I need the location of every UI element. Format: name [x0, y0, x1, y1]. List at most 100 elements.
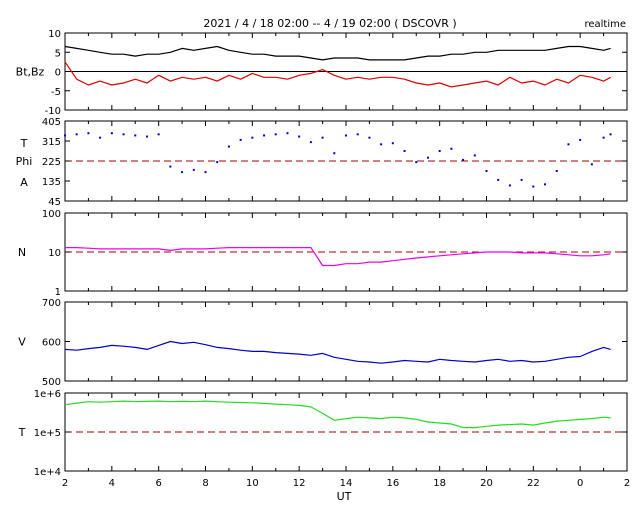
data-point-phi-32	[438, 150, 441, 152]
panels: 10 5 0 -5 -10 Bt,Bz 405 315 225 135 45 T Phi A 100 10 1 N…	[16, 29, 628, 478]
data-point-phi-35	[473, 154, 476, 157]
x-tick-label-1: 4	[109, 478, 115, 489]
data-point-phi-33	[450, 147, 453, 150]
series-line-density-0	[65, 247, 611, 267]
x-tick-label-0: 2	[62, 478, 68, 489]
panel-density: 100 10 1 N	[18, 209, 628, 298]
data-point-phi-9	[169, 165, 172, 168]
y-axis-label-phi-0: T	[20, 137, 28, 150]
data-point-phi-23	[333, 152, 336, 155]
data-point-phi-12	[204, 171, 207, 174]
y-tick-label-mag-0: 10	[48, 29, 61, 40]
y-tick-label-velocity-2: 500	[42, 377, 61, 388]
data-point-phi-36	[485, 170, 488, 172]
y-axis-label-velocity: V	[18, 336, 26, 349]
data-point-phi-37	[497, 178, 500, 181]
x-tick-label-7: 16	[386, 478, 399, 489]
x-tick-label-2: 6	[155, 478, 161, 489]
y-tick-label-velocity-0: 700	[42, 298, 61, 309]
data-point-phi-15	[239, 138, 242, 141]
data-point-phi-13	[216, 161, 219, 164]
data-point-phi-11	[192, 168, 195, 171]
data-point-phi-44	[579, 138, 582, 141]
y-tick-label-temperature-2: 1e+4	[34, 467, 61, 478]
y-tick-label-velocity-1: 600	[42, 338, 61, 349]
y-axis-label-phi-2: A	[20, 176, 28, 189]
x-tick-label-5: 12	[293, 478, 306, 489]
y-axis-label-phi-1: Phi	[16, 155, 33, 168]
data-point-phi-5	[122, 133, 125, 136]
realtime-badge: realtime	[584, 19, 626, 30]
data-point-phi-42	[555, 170, 558, 172]
y-tick-label-mag-2: 0	[55, 68, 61, 79]
y-tick-label-mag-3: -5	[51, 87, 61, 98]
series-line-mag-1	[64, 61, 611, 88]
y-axis-label-density: N	[18, 246, 26, 259]
data-point-phi-10	[181, 171, 184, 174]
x-tick-label-12: 2	[624, 478, 630, 489]
x-axis-label: UT	[337, 490, 352, 503]
data-point-phi-3	[99, 136, 102, 139]
x-tick-label-3: 8	[202, 478, 208, 489]
data-point-phi-1	[75, 133, 78, 136]
x-tick-label-6: 14	[340, 478, 353, 489]
data-point-phi-30	[415, 161, 418, 164]
data-point-phi-24	[345, 134, 347, 137]
x-tick-label-11: 0	[577, 478, 583, 489]
y-tick-label-density-2: 1	[55, 287, 61, 298]
data-point-phi-8	[157, 133, 160, 136]
panel-mag: 10 5 0 -5 -10 Bt,Bz	[16, 29, 628, 117]
y-tick-label-temperature-1: 1e+5	[34, 428, 61, 439]
data-point-phi-2	[87, 132, 90, 135]
data-point-phi-38	[508, 184, 511, 187]
data-point-phi-29	[403, 150, 406, 152]
series-phi-0	[64, 132, 612, 188]
series-line-mag-0	[64, 45, 611, 61]
data-point-phi-45	[590, 163, 593, 166]
data-point-phi-26	[368, 136, 371, 139]
data-point-phi-18	[274, 133, 277, 136]
y-tick-label-density-1: 10	[48, 248, 61, 259]
y-tick-label-phi-4: 45	[48, 197, 61, 208]
data-point-phi-34	[462, 158, 465, 161]
y-tick-label-phi-2: 225	[42, 157, 61, 168]
x-axis-ticks: 2 4 6 8 10 12 14 16 18 20 22 0 2	[62, 478, 630, 489]
y-tick-label-phi-1: 315	[42, 137, 61, 148]
y-tick-label-temperature-0: 1e+6	[34, 389, 61, 400]
data-point-phi-17	[263, 134, 266, 137]
y-tick-label-phi-0: 405	[42, 117, 61, 128]
x-tick-label-4: 10	[246, 478, 259, 489]
data-point-phi-7	[145, 135, 148, 138]
y-axis-label-temperature: T	[18, 426, 26, 439]
x-tick-label-9: 20	[480, 478, 493, 489]
data-point-phi-21	[309, 141, 312, 144]
data-point-phi-27	[380, 143, 383, 146]
y-axis-label-mag: Bt,Bz	[16, 66, 45, 79]
data-point-phi-25	[356, 133, 359, 136]
y-tick-label-phi-3: 135	[42, 177, 61, 188]
x-tick-label-10: 22	[527, 478, 540, 489]
x-tick-label-8: 18	[433, 478, 446, 489]
series-line-velocity-0	[64, 340, 611, 364]
panel-frame-velocity	[64, 301, 628, 382]
panel-phi: 405 315 225 135 45 T Phi A	[16, 117, 628, 208]
data-point-phi-22	[321, 136, 324, 139]
data-point-phi-31	[426, 156, 429, 159]
data-point-phi-6	[134, 134, 137, 137]
data-point-phi-16	[251, 136, 254, 139]
data-point-phi-19	[286, 132, 289, 135]
data-point-phi-28	[391, 142, 394, 145]
panel-velocity: 700 600 500 V	[18, 298, 628, 388]
series-line-temperature-0	[64, 400, 611, 429]
panel-temperature: 1e+6 1e+5 1e+4 T	[18, 389, 628, 478]
y-tick-label-density-0: 100	[42, 209, 61, 220]
data-point-phi-41	[544, 183, 547, 186]
y-tick-label-mag-4: -10	[45, 106, 61, 117]
y-tick-label-mag-1: 5	[55, 48, 61, 59]
data-point-phi-46	[602, 136, 605, 139]
data-point-phi-39	[520, 178, 523, 181]
data-point-phi-47	[609, 133, 612, 136]
data-point-phi-14	[227, 145, 230, 148]
data-point-phi-20	[298, 135, 301, 138]
